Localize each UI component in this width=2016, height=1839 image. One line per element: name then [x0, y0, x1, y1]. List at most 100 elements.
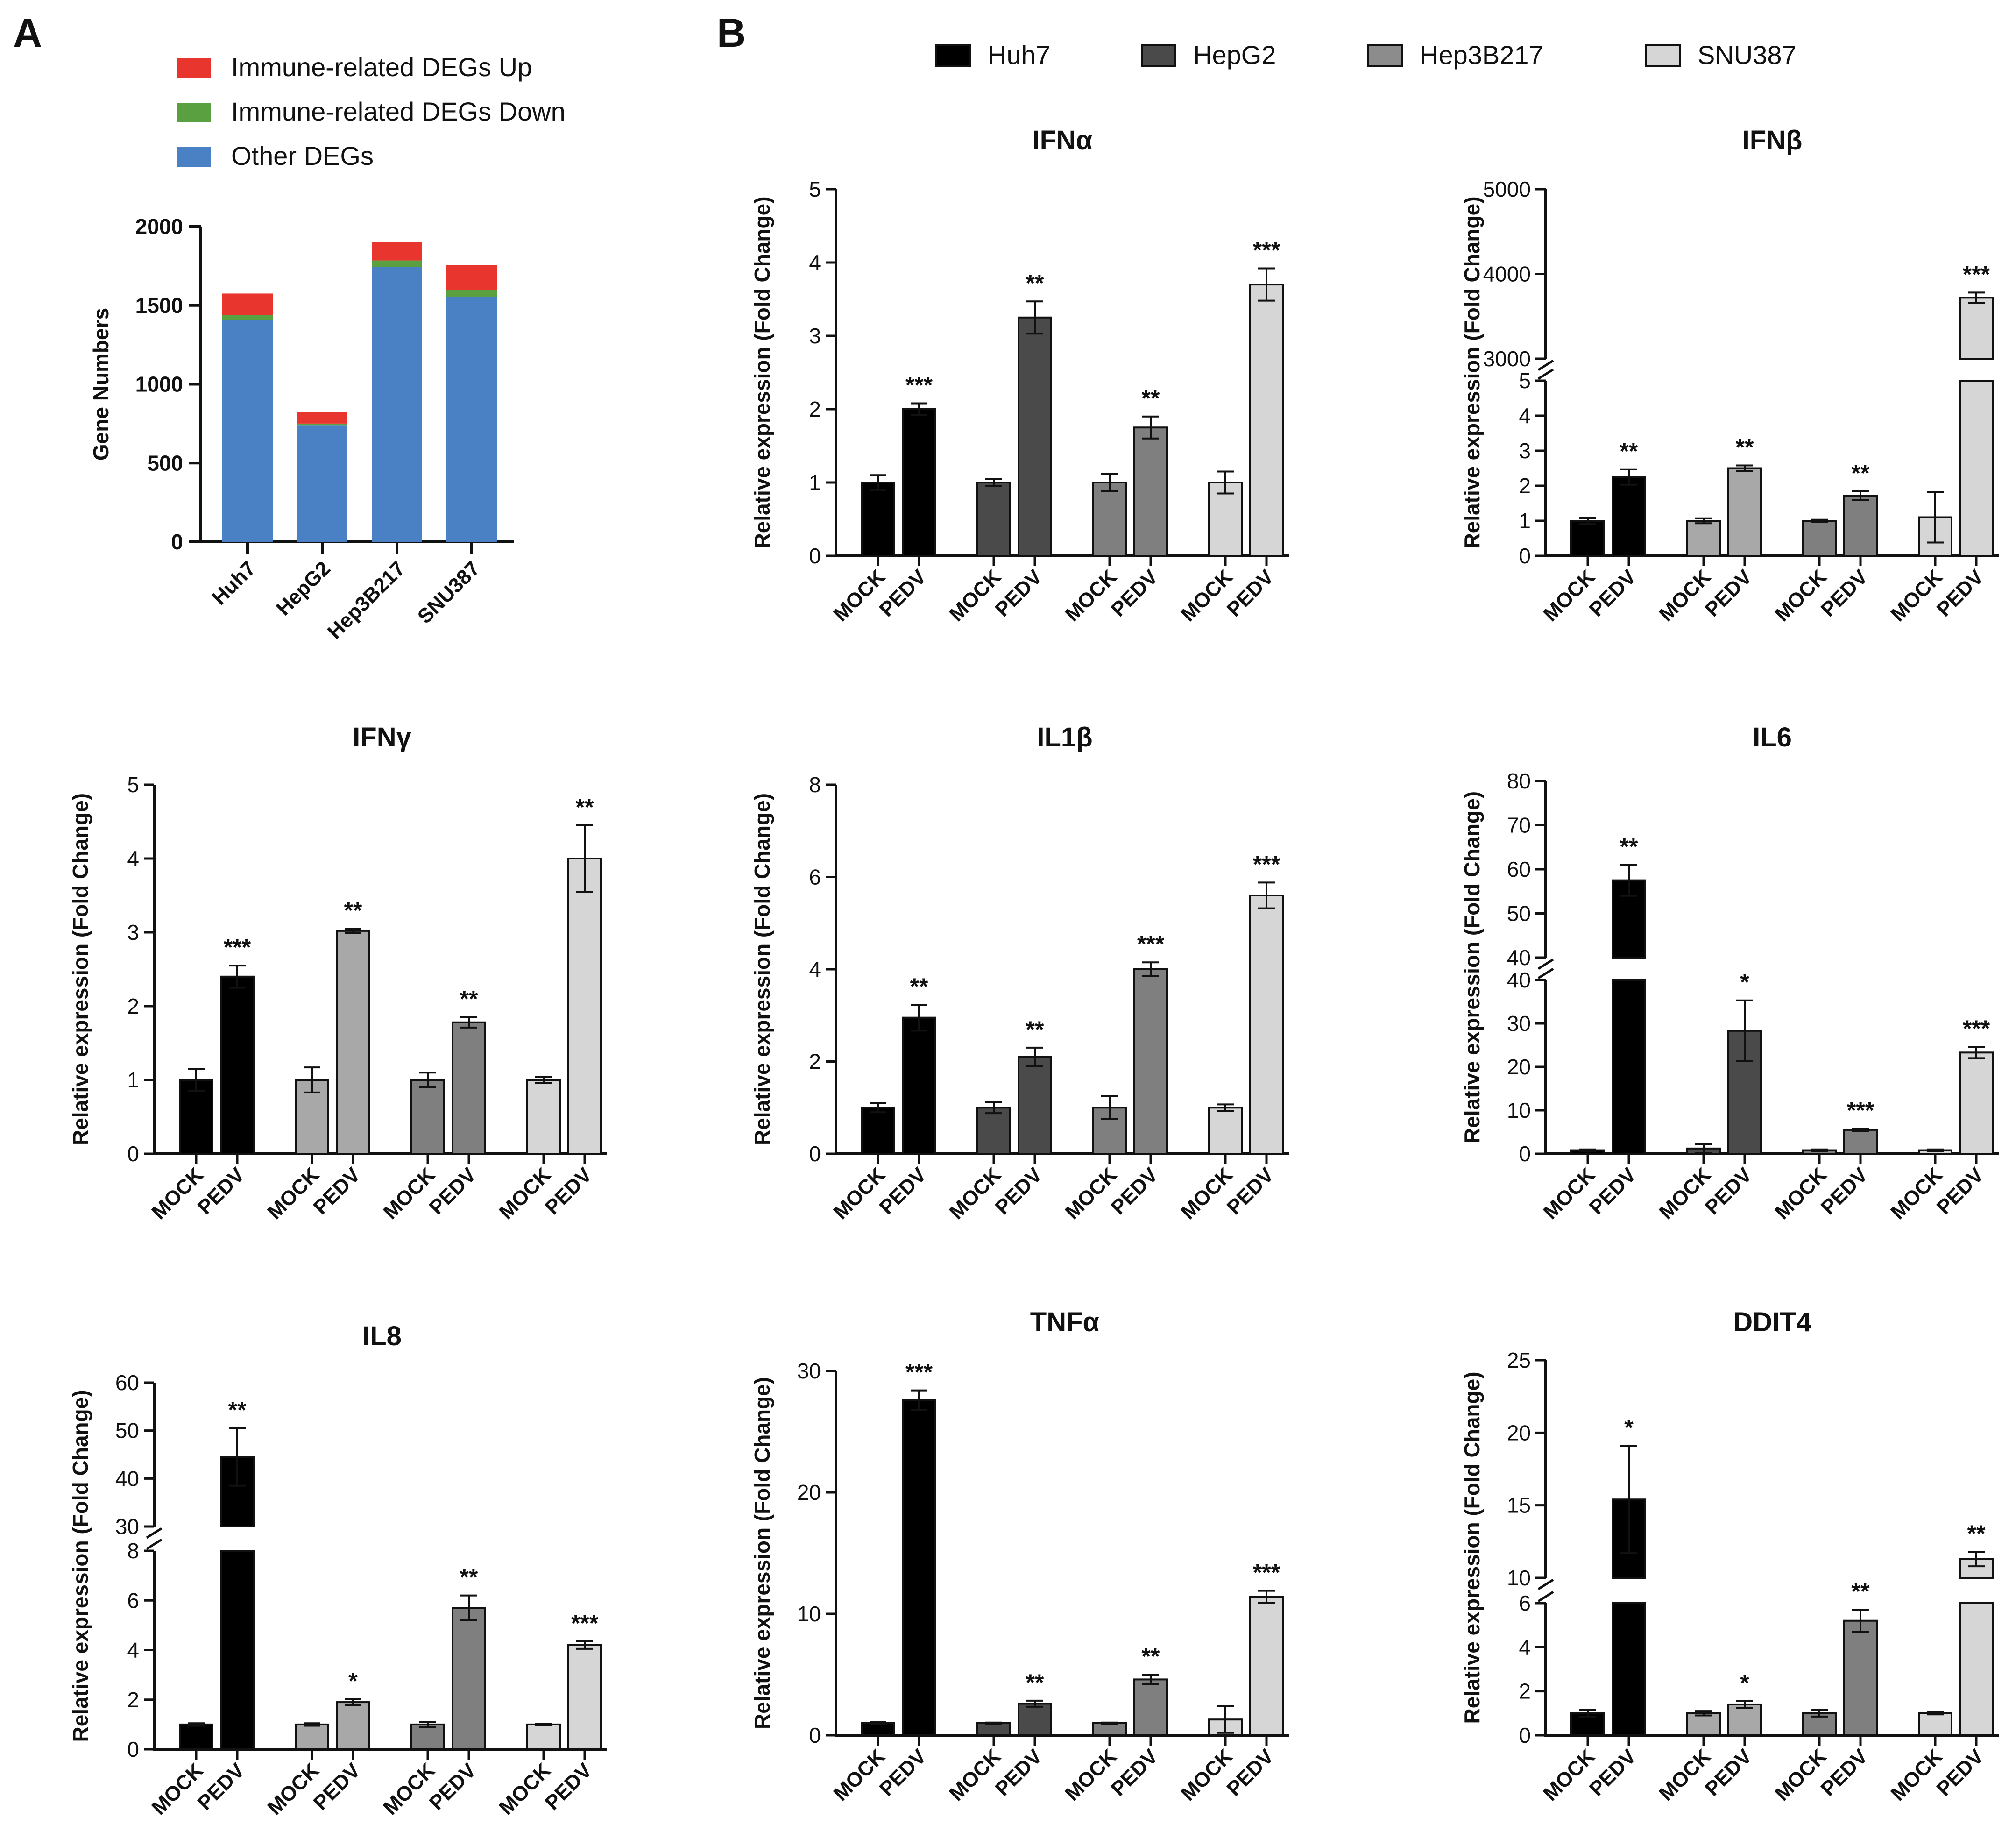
bar-7-3-mock: [1918, 1712, 1952, 1736]
y-tick-label-3: 1500: [135, 293, 183, 318]
bar-Hep3B217-1: [372, 260, 422, 267]
significance-6-3: ***: [1253, 1560, 1280, 1586]
y-tick-label-0-3: 3: [809, 324, 821, 348]
bar-6-1-pedv: [1018, 1703, 1052, 1736]
bar-2-3-mock: [526, 1079, 561, 1155]
y-tick-label-lower-7-3: 6: [1519, 1591, 1531, 1615]
bar-1-0-mock: [1570, 520, 1605, 557]
x-tick-label-2-0-0: MOCK: [147, 1163, 208, 1224]
expression-chart-grid: IFNα Relative expression (Fold Change) 0 1 2…: [68, 125, 1999, 1819]
x-tick-label-5-0-0: MOCK: [147, 1759, 208, 1819]
x-tick-label-5-2-1: PEDV: [425, 1759, 481, 1815]
x-tick-label-3-0-1: PEDV: [875, 1163, 931, 1219]
bar-Hep3B217-0: [372, 267, 422, 542]
y-tick-label-lower-4-2: 20: [1507, 1055, 1531, 1079]
x-tick-label-2-2-1: PEDV: [425, 1163, 481, 1219]
x-tick-label-1: HepG2: [272, 557, 335, 620]
y-axis-label-7: Relative expression (Fold Change): [1460, 1371, 1484, 1724]
axis-break-mark-b-5: [146, 1538, 163, 1550]
bar-6-2-pedv: [1133, 1678, 1168, 1736]
bar-6-1-mock: [976, 1722, 1011, 1736]
x-tick-label-1-1-1: PEDV: [1701, 565, 1757, 621]
y-tick-label-6-2: 20: [797, 1480, 821, 1505]
x-tick-label-4-3-0: MOCK: [1886, 1163, 1947, 1224]
x-tick-label-1-2-1: PEDV: [1817, 565, 1873, 621]
bar-7-1-mock: [1686, 1712, 1721, 1736]
bar-3-1-pedv: [1018, 1056, 1052, 1155]
y-tick-label-3-3: 6: [809, 865, 821, 889]
y-tick-label-0-1: 1: [809, 470, 821, 495]
y-tick-label-0-2: 2: [809, 397, 821, 421]
y-axis-label: Gene Numbers: [89, 308, 113, 461]
significance-1-0: **: [1620, 438, 1638, 464]
bar-2-3-pedv: [567, 858, 602, 1155]
bar-3-3-mock: [1208, 1107, 1243, 1155]
x-tick-label-0-3-1: PEDV: [1223, 565, 1279, 621]
bar-Huh7-0: [222, 320, 273, 542]
bar-5-3-mock: [526, 1723, 561, 1750]
x-tick-label-0-2-1: PEDV: [1107, 565, 1163, 621]
y-tick-label-2-3: 3: [127, 920, 139, 944]
x-tick-label-6-1-1: PEDV: [991, 1745, 1047, 1801]
bar-HepG2-0: [297, 425, 347, 542]
x-tick-label-2: Hep3B217: [323, 557, 410, 643]
y-tick-label-upper-1-0: 3000: [1483, 347, 1531, 371]
y-tick-label-2-0: 0: [127, 1142, 139, 1166]
bar-5-2-pedv: [452, 1607, 486, 1750]
x-tick-label-4-0-0: MOCK: [1539, 1163, 1599, 1224]
y-tick-label-lower-1-1: 1: [1519, 509, 1531, 533]
y-tick-label-0-4: 4: [809, 250, 821, 275]
y-tick-label-lower-7-2: 4: [1519, 1635, 1531, 1659]
bar-1-2-mock: [1802, 520, 1837, 557]
bar-0-0-pedv: [902, 408, 936, 557]
bar-Hep3B217-2: [372, 242, 422, 261]
bar-1-1-pedv: [1727, 467, 1762, 557]
y-tick-label-lower-4-3: 30: [1507, 1011, 1531, 1036]
y-tick-label-1: 500: [147, 451, 183, 475]
x-tick-label-2-1-1: PEDV: [309, 1163, 365, 1219]
chart-title-2: IFNγ: [353, 722, 411, 753]
axis-break-mark-b-1: [1537, 368, 1554, 380]
x-tick-label-3-3-0: MOCK: [1176, 1163, 1237, 1224]
bar-1-2-pedv: [1843, 495, 1878, 557]
significance-6-0: ***: [905, 1359, 933, 1385]
y-tick-label-upper-1-1: 4000: [1483, 262, 1531, 286]
x-tick-label-5-2-0: MOCK: [379, 1759, 439, 1819]
x-tick-label-0-1-0: MOCK: [945, 565, 1005, 626]
y-tick-label-0-5: 5: [809, 177, 821, 201]
significance-2-3: **: [576, 794, 594, 820]
y-tick-label-2-5: 5: [127, 773, 139, 797]
x-tick-label-1-3-1: PEDV: [1932, 565, 1988, 621]
x-tick-label-7-3-0: MOCK: [1886, 1745, 1947, 1805]
y-axis-label-6: Relative expression (Fold Change): [750, 1377, 774, 1729]
bar-7-1-pedv: [1727, 1703, 1762, 1736]
bar-SNU387-0: [446, 297, 497, 542]
chart-7: DDIT4 Relative expression (Fold Change) 10…: [1460, 1307, 1999, 1805]
y-tick-label-upper-4-0: 40: [1507, 945, 1531, 970]
y-tick-label-lower-1-5: 5: [1519, 369, 1531, 393]
x-tick-label-3-0-0: MOCK: [829, 1163, 890, 1224]
bar-0-1-pedv: [1018, 316, 1052, 557]
y-tick-label-upper-4-2: 60: [1507, 857, 1531, 881]
axis-break-mark-a-5: [146, 1527, 163, 1539]
stacked-deg-chart: Immune-related DEGs Up Immune-related DEG…: [89, 52, 566, 644]
bar-HepG2-2: [297, 412, 347, 424]
y-tick-label-lower-7-0: 0: [1519, 1723, 1531, 1747]
y-axis-label-4: Relative expression (Fold Change): [1460, 791, 1484, 1143]
y-tick-label-3-0: 0: [809, 1142, 821, 1166]
significance-4-2: ***: [1847, 1097, 1875, 1123]
chart-2: IFNγ Relative expression (Fold Change) 0 1 2…: [68, 722, 607, 1224]
bar-3-2-pedv: [1133, 968, 1168, 1155]
bar-3-3-pedv: [1249, 895, 1284, 1155]
x-tick-label-2-3-1: PEDV: [541, 1163, 597, 1219]
chart-title-6: TNFα: [1030, 1307, 1100, 1337]
x-tick-label-0-0-1: PEDV: [875, 565, 931, 621]
significance-4-0: **: [1620, 834, 1638, 860]
legend-label-HepG2: HepG2: [1193, 40, 1276, 70]
y-tick-label-3-1: 2: [809, 1050, 821, 1074]
x-tick-label-5-3-0: MOCK: [495, 1759, 555, 1819]
x-tick-label-2-3-0: MOCK: [495, 1163, 555, 1224]
y-tick-label-4: 2000: [135, 214, 183, 239]
axis-break-mark-b-7: [1537, 1590, 1554, 1603]
bar-3-0-mock: [861, 1107, 895, 1155]
